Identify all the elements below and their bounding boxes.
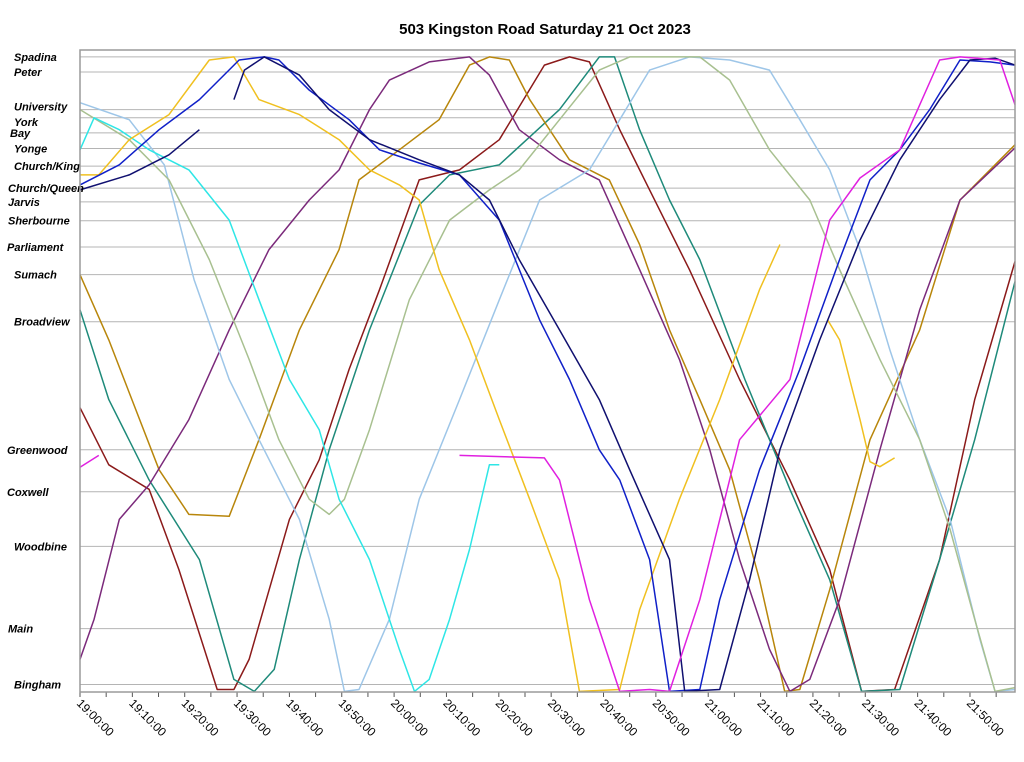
run-magenta-2-line	[459, 56, 1016, 693]
station-label: Woodbine	[14, 541, 67, 553]
x-tick-label: 19:40:00	[283, 696, 326, 739]
run-magenta-line	[79, 454, 100, 468]
x-tick-label: 21:30:00	[859, 696, 902, 739]
run-teal-line	[79, 56, 1016, 693]
x-tick-label: 21:40:00	[912, 696, 955, 739]
station-label: Spadina	[14, 52, 57, 64]
run-goldenrod-line	[79, 56, 1016, 693]
run-blue-line	[79, 56, 1016, 693]
station-label: York	[14, 117, 39, 129]
run-cyan-line	[79, 117, 500, 693]
x-tick-label: 20:20:00	[493, 696, 536, 739]
x-tick-label: 20:10:00	[440, 696, 483, 739]
station-label: Sumach	[14, 270, 57, 282]
station-label: University	[14, 102, 68, 114]
station-label: Church/King	[14, 161, 80, 173]
run-maroon-line	[79, 56, 1016, 693]
station-label: Bingham	[14, 679, 61, 691]
x-tick-label: 20:30:00	[545, 696, 588, 739]
run-navy-line	[79, 129, 200, 191]
x-tick-label: 19:10:00	[126, 696, 169, 739]
x-tick-label: 19:50:00	[336, 696, 379, 739]
x-tick-label: 21:10:00	[754, 696, 797, 739]
station-label: Church/Queen	[8, 183, 84, 195]
station-label: Main	[8, 624, 33, 636]
run-sage-line	[79, 56, 1016, 693]
plot-border	[79, 49, 1016, 693]
x-tick-label: 20:00:00	[388, 696, 431, 739]
chart-title: 503 Kingston Road Saturday 21 Oct 2023	[399, 21, 691, 38]
x-tick-label: 19:30:00	[231, 696, 274, 739]
x-tick-label: 21:00:00	[702, 696, 745, 739]
x-tick-label: 21:20:00	[807, 696, 850, 739]
x-tick-label: 20:50:00	[650, 696, 693, 739]
station-label: Sherbourne	[8, 216, 70, 228]
run-lightblue-line	[79, 56, 1016, 693]
run-purple-line	[79, 56, 1016, 693]
station-label: Greenwood	[7, 445, 68, 457]
station-label: Jarvis	[8, 197, 40, 209]
x-tick-label: 19:00:00	[74, 696, 117, 739]
station-label: Broadview	[14, 317, 71, 329]
x-tick-label: 20:40:00	[597, 696, 640, 739]
run-yellow-2-line	[826, 319, 895, 468]
run-yellow-line	[80, 56, 781, 693]
x-tick-label: 21:50:00	[964, 696, 1007, 739]
x-tick-label: 19:20:00	[179, 696, 222, 739]
station-label: Coxwell	[7, 487, 50, 499]
run-navy-2-line	[233, 56, 1016, 693]
station-label: Peter	[14, 67, 42, 79]
station-label: Bay	[10, 128, 31, 140]
station-label: Parliament	[7, 242, 65, 254]
station-label: Yonge	[14, 144, 47, 156]
